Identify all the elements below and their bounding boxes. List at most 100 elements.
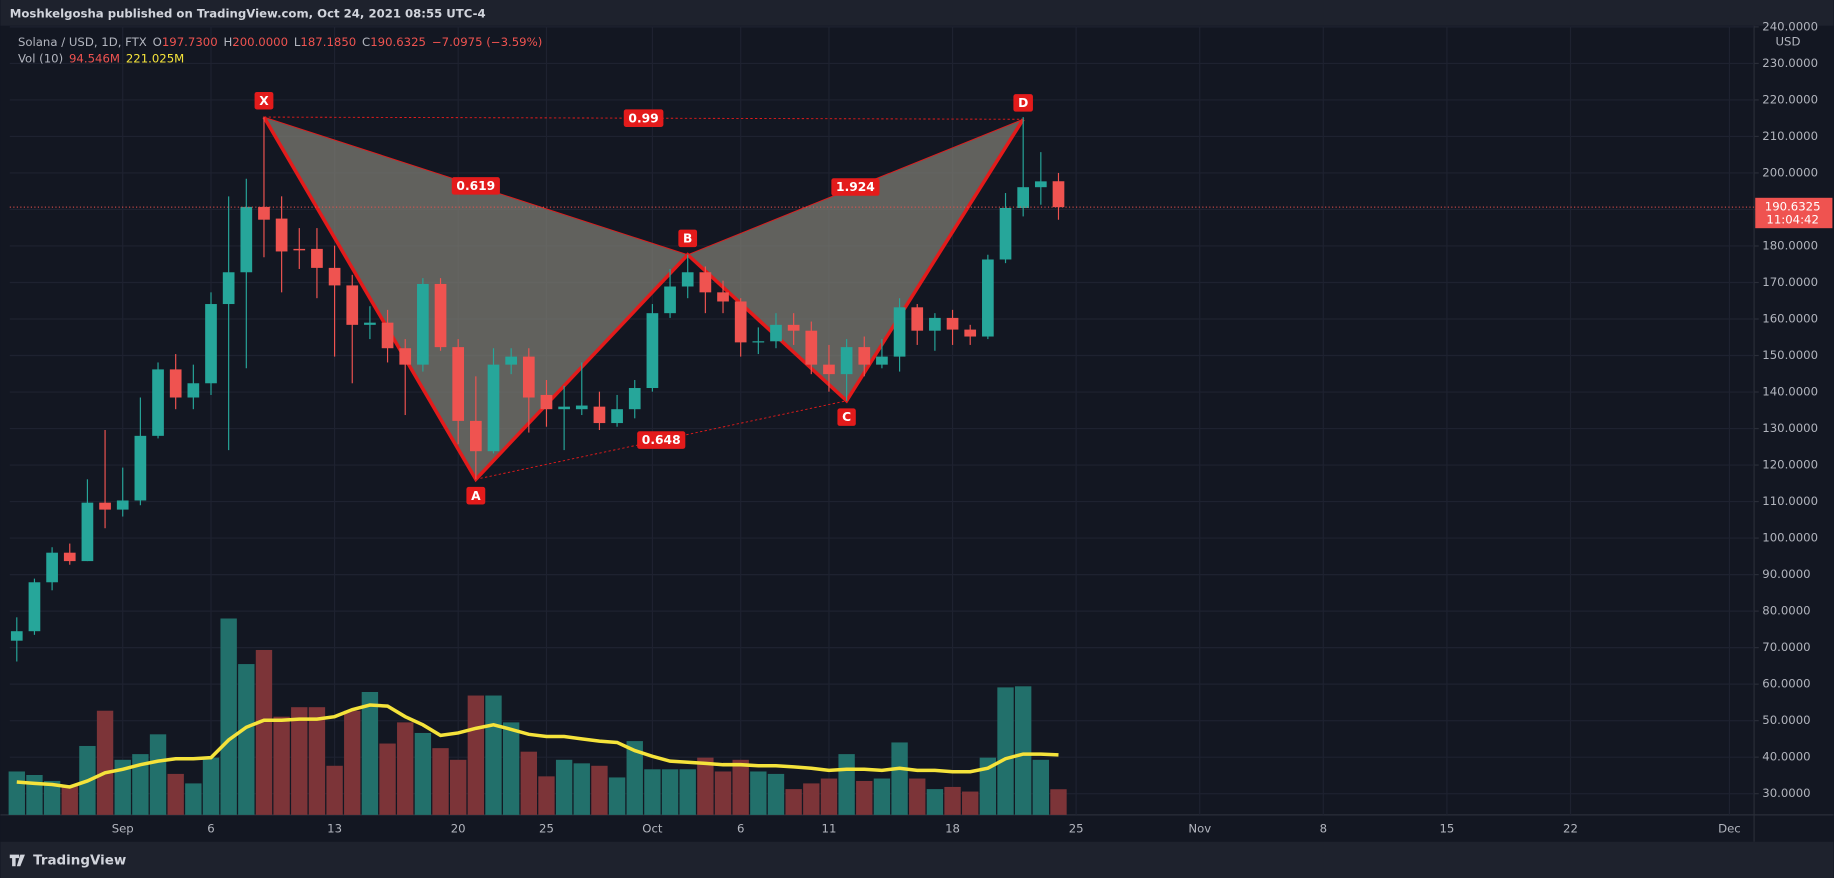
volume-bar: [944, 786, 961, 815]
y-tick-label: 170.0000: [1762, 275, 1818, 289]
volume-bar: [450, 759, 467, 815]
bottom-bar: [0, 841, 1834, 878]
candle-body: [929, 317, 941, 331]
top-bar: [0, 0, 1834, 26]
candle-body: [858, 347, 871, 365]
volume-bar: [997, 687, 1014, 815]
x-tick-label: Oct: [642, 821, 663, 835]
y-tick-label: 130.0000: [1762, 421, 1818, 435]
pattern-ratio-group: 0.648: [637, 431, 686, 449]
volume-bar: [255, 649, 273, 815]
volume-bar: [608, 777, 626, 815]
candle-body: [593, 406, 606, 424]
x-tick-label: 25: [539, 821, 554, 835]
candle-body: [823, 364, 835, 375]
pattern-point-label-box: [678, 229, 698, 248]
volume-bar: [361, 691, 379, 815]
brand-logo: [9, 854, 25, 867]
volume-bar: [167, 773, 184, 815]
candle-body: [946, 317, 959, 330]
volume-bar: [856, 780, 873, 815]
candle-body: [10, 631, 23, 641]
volume-bar: [26, 774, 43, 815]
pattern-ratio-group: 1.924: [831, 178, 880, 196]
volume-bar: [891, 742, 908, 815]
pattern-point-label-group: C: [837, 408, 856, 426]
candle-body: [752, 341, 765, 343]
candle-body: [311, 248, 323, 268]
volume-bar: [538, 776, 555, 815]
ohlc-value: 197.7300: [162, 35, 218, 49]
change: −7.0975 (−3.59%): [432, 35, 542, 49]
ohlc-value: 200.0000: [232, 35, 288, 49]
pattern-ratio: 0.648: [642, 433, 681, 447]
pattern-ratio-box: [637, 431, 686, 449]
volume-bar: [750, 771, 767, 815]
candle-body: [452, 347, 465, 421]
volume-bar: [767, 773, 785, 815]
candle-body: [840, 347, 853, 375]
volume-bar: [697, 757, 714, 815]
volume-bar: [661, 769, 679, 815]
volume-bar: [8, 771, 25, 815]
last-price-label: 190.6325: [1765, 200, 1821, 214]
y-tick-label: 100.0000: [1762, 531, 1818, 545]
volume-bar: [149, 734, 167, 815]
candle-body: [381, 322, 394, 349]
pattern-point-label: C: [842, 410, 851, 424]
last-price-box: [1755, 197, 1833, 229]
x-tick-label: 6: [207, 821, 214, 835]
candle-body: [805, 330, 818, 365]
y-tick-label: 120.0000: [1762, 458, 1818, 472]
volume-bar: [485, 695, 502, 815]
pattern-point-label-box: [254, 91, 274, 110]
y-tick-label: 30.0000: [1762, 786, 1810, 800]
volume-bar: [979, 757, 997, 815]
volume-bar: [185, 783, 202, 815]
ohlc-value: 190.6325: [370, 35, 426, 49]
volume-bar: [679, 769, 696, 815]
volume-bar: [326, 765, 343, 815]
candle-body: [982, 259, 994, 337]
volume-bar: [520, 751, 537, 815]
y-tick-label: 70.0000: [1762, 640, 1810, 654]
pattern-point-label-box: [1013, 94, 1033, 112]
volume-bar: [1050, 789, 1067, 815]
candle-body: [46, 552, 58, 583]
volume-bar: [502, 722, 520, 815]
pattern-point-label: A: [471, 489, 481, 503]
axes-layer: 30.0000 40.0000 50.0000 60.0000 70.0000 80.00…: [9, 19, 1833, 835]
pattern-point-label: D: [1018, 96, 1028, 110]
volume-bar: [1032, 759, 1050, 815]
volume-value: 94.546M: [69, 51, 120, 65]
volume-ma-line: [16, 703, 1059, 789]
candle-body: [469, 420, 482, 452]
y-tick-label: 50.0000: [1762, 713, 1810, 727]
volume-layer: [8, 618, 1067, 815]
volume-bar: [114, 759, 131, 815]
y-tick-label: 240.0000: [1762, 19, 1818, 33]
candle-body: [205, 304, 217, 384]
pattern-point-label-group: X: [254, 91, 274, 110]
volume-bar: [644, 769, 661, 815]
pattern-point-label-group: D: [1013, 94, 1033, 112]
y-tick-label: 220.0000: [1762, 92, 1818, 106]
pattern-point-label-group: A: [466, 486, 486, 505]
volume-bar: [873, 778, 891, 815]
pattern-ratio-box: [623, 109, 664, 127]
candle-body: [417, 283, 429, 365]
volume-bar: [43, 780, 61, 815]
pattern-ratio-box: [831, 178, 880, 196]
volume-ma-value: 221.025M: [126, 51, 184, 65]
y-tick-label: 40.0000: [1762, 750, 1810, 764]
candle-body: [876, 356, 888, 365]
candle-body: [364, 322, 376, 325]
candle-body: [258, 206, 270, 220]
symbol: Solana / USD, 1D, FTX: [18, 35, 147, 49]
pattern-point-label: X: [259, 94, 269, 108]
pattern-ratio-box: [451, 177, 500, 195]
price-unit: USD: [1775, 35, 1800, 49]
y-tick-label: 200.0000: [1762, 165, 1818, 179]
pattern-point-label-box: [466, 486, 486, 505]
x-tick-label: Nov: [1188, 821, 1211, 835]
